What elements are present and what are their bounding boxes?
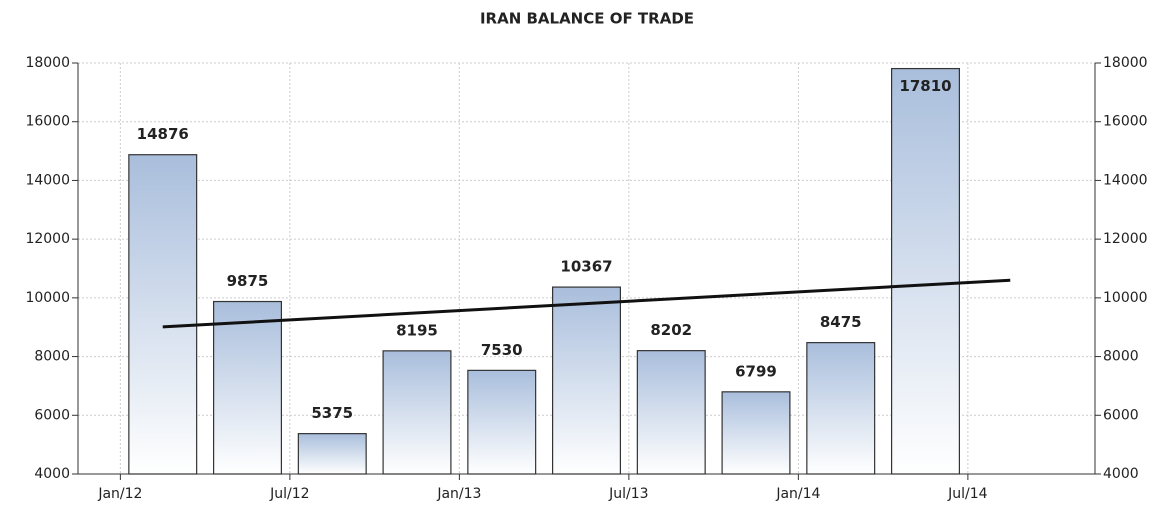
bar: [382, 350, 452, 475]
y2-tick-label: 12000: [1103, 231, 1148, 247]
y-tick-label: 12000: [25, 231, 70, 247]
bar: [636, 350, 706, 475]
value-label: 7530: [481, 341, 523, 359]
value-label: 6799: [735, 362, 777, 380]
y-tick-label: 6000: [34, 407, 70, 423]
bar: [721, 391, 791, 475]
bar: [551, 286, 621, 475]
x-tick-label: Jul/12: [269, 486, 309, 502]
trend-line: [162, 278, 1011, 329]
y2-tick-label: 4000: [1103, 466, 1139, 482]
value-label: 8202: [650, 321, 692, 339]
y2-tick-label: 16000: [1103, 114, 1148, 130]
value-label: 5375: [311, 404, 353, 422]
value-label: 8475: [820, 313, 862, 331]
bar: [297, 433, 367, 475]
value-label: 10367: [560, 258, 612, 276]
x-tick-label: Jan/14: [775, 486, 820, 502]
y-tick-label: 8000: [34, 349, 70, 365]
y2-tick-label: 6000: [1103, 407, 1139, 423]
x-tick-label: Jan/13: [436, 486, 481, 502]
y-tick-label: 16000: [25, 114, 70, 130]
value-label: 9875: [227, 272, 269, 290]
x-tick-label: Jan/12: [97, 486, 142, 502]
y-tick-label: 10000: [25, 290, 70, 306]
value-label: 17810: [899, 77, 951, 95]
bar: [467, 369, 537, 475]
value-label: 8195: [396, 321, 438, 339]
y-tick-label: 4000: [34, 466, 70, 482]
value-label: 14876: [137, 125, 189, 143]
x-tick-label: Jul/13: [608, 486, 648, 502]
y-tick-label: 18000: [25, 55, 70, 71]
bar: [806, 342, 876, 475]
y2-tick-label: 8000: [1103, 349, 1139, 365]
bar: [128, 154, 198, 475]
chart-title: IRAN BALANCE OF TRADE: [480, 10, 694, 28]
y-tick-label: 14000: [25, 172, 70, 188]
x-tick-label: Jul/14: [947, 486, 988, 502]
y2-tick-label: 14000: [1103, 172, 1148, 188]
y2-tick-label: 10000: [1103, 290, 1148, 306]
bar: [890, 67, 960, 475]
bar: [213, 300, 283, 475]
y2-tick-label: 18000: [1103, 55, 1148, 71]
